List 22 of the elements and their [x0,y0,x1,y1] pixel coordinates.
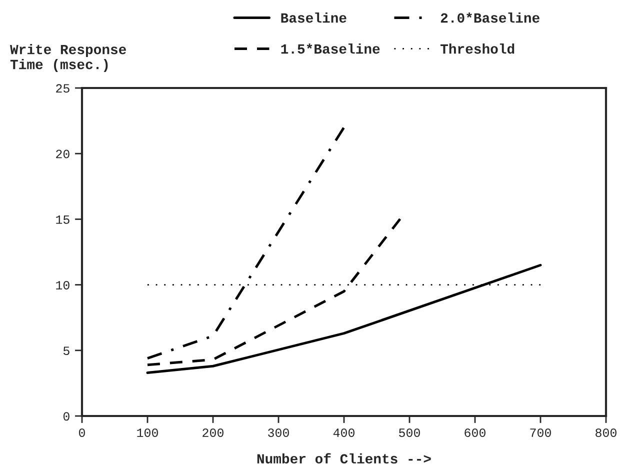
line-series [146,264,542,374]
x-axis-title: Number of Clients --> [257,453,431,464]
x-tick-label: 200 [202,428,224,437]
legend-label: Threshold [440,44,514,54]
x-tick-label: 600 [464,428,486,437]
y-tick-label: 15 [56,215,70,224]
y-tick-label: 5 [63,346,70,356]
y-tick-label: 25 [56,84,70,93]
y-axis-title: Write Response Time (msec.) [10,44,126,72]
x-tick-label: 100 [137,428,158,437]
y-tick-label: 0 [63,412,70,421]
legend-label: Baseline [281,12,346,23]
x-tick-label: 800 [596,428,616,437]
legend-label: 1.5*Baseline [281,44,380,54]
x-tick-label: 400 [333,428,354,437]
x-tick-label: 0 [79,428,85,437]
y-tick-label: 10 [56,280,70,290]
legend-label: 2.0*Baseline [440,12,540,23]
x-tick-label: 500 [399,428,420,437]
x-tick-label: 700 [530,428,551,437]
y-tick-label: 20 [56,150,70,158]
x-tick-label: 300 [268,428,289,437]
